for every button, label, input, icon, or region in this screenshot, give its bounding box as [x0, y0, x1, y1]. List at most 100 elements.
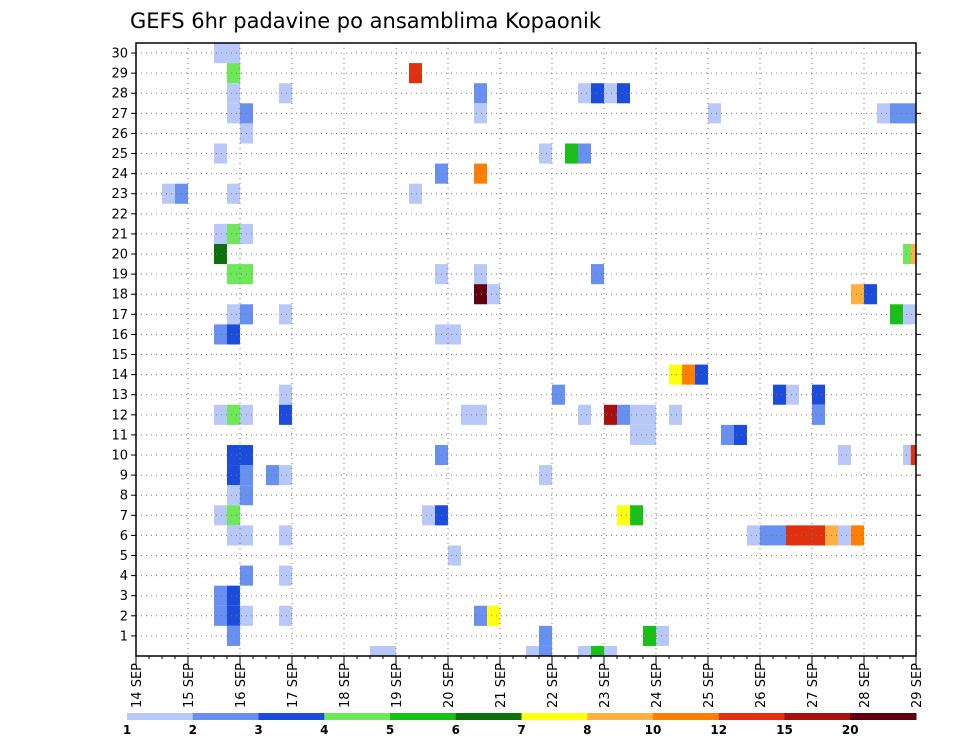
x-tick-label: 24 SEP: [650, 663, 665, 708]
heatmap-cell: [266, 465, 279, 486]
colorbar-swatch: [718, 713, 785, 720]
heatmap-cell: [227, 605, 240, 626]
heatmap-cell: [578, 645, 591, 656]
heatmap-cell: [227, 324, 240, 345]
heatmap-cell: [552, 384, 565, 405]
colorbar-swatch: [258, 713, 325, 720]
y-tick-label: 13: [111, 388, 128, 403]
x-tick-label: 29 SEP: [910, 663, 925, 708]
colorbar-swatch: [324, 713, 391, 720]
heatmap-cell: [474, 83, 487, 104]
colorbar-swatch: [850, 713, 917, 720]
heatmap-cell: [617, 505, 630, 526]
x-tick-label: 21 SEP: [494, 663, 509, 708]
heatmap-cell: [409, 63, 422, 84]
colorbar-label: 1: [123, 723, 131, 737]
heatmap-cell: [227, 625, 240, 646]
heatmap-cell: [591, 645, 604, 656]
x-tick-label: 18 SEP: [338, 663, 353, 708]
heatmap-cell: [227, 63, 240, 84]
heatmap-cell: [812, 404, 825, 425]
x-tick-label: 25 SEP: [702, 663, 717, 708]
heatmap-cell: [227, 525, 240, 546]
y-tick-label: 16: [111, 328, 128, 343]
colorbar-label: 7: [517, 723, 525, 737]
heatmap-cell: [474, 163, 487, 184]
x-tick-label: 23 SEP: [598, 663, 613, 708]
x-tick-label: 15 SEP: [182, 663, 197, 708]
heatmap-cell: [279, 404, 292, 425]
heatmap-cell: [214, 605, 227, 626]
heatmap-cell: [227, 585, 240, 606]
heatmap-cell: [214, 223, 227, 244]
chart-title: GEFS 6hr padavine po ansamblima Kopaonik: [130, 9, 602, 33]
colorbar-label: 15: [776, 723, 793, 737]
heatmap-cell: [474, 264, 487, 285]
y-tick-label: 22: [111, 207, 128, 222]
heatmap-cell: [773, 384, 786, 405]
heatmap-cell: [448, 545, 461, 566]
heatmap-cell: [474, 404, 487, 425]
heatmap-cell: [864, 284, 877, 305]
x-tick-label: 22 SEP: [546, 663, 561, 708]
heatmap-cell: [227, 304, 240, 325]
heatmap-cell: [539, 143, 552, 164]
heatmap-cell: [487, 284, 500, 305]
colorbar-swatch: [521, 713, 588, 720]
heatmap-cell: [214, 585, 227, 606]
colorbar-swatch: [390, 713, 457, 720]
y-tick-label: 12: [111, 408, 128, 423]
heatmap-cell: [279, 384, 292, 405]
heatmap-cell: [669, 364, 682, 385]
heatmap-cell: [656, 625, 669, 646]
y-tick-label: 1: [120, 629, 128, 644]
x-tick-label: 16 SEP: [234, 663, 249, 708]
heatmap-cell: [227, 264, 240, 285]
heatmap-cell: [877, 103, 890, 124]
x-tick-label: 14 SEP: [130, 663, 145, 708]
heatmap-cell: [617, 404, 630, 425]
heatmap-cell: [227, 404, 240, 425]
heatmap-cell: [910, 243, 916, 265]
y-tick-label: 10: [111, 449, 128, 464]
heatmap-cell: [227, 485, 240, 506]
heatmap-cell: [227, 465, 240, 486]
y-tick-label: 26: [111, 127, 128, 142]
heatmap-cell: [812, 384, 825, 405]
heatmap-cell: [604, 404, 617, 425]
colorbar-label: 10: [645, 723, 662, 737]
heatmap-cell: [448, 324, 461, 345]
heatmap-cell: [279, 525, 292, 546]
heatmap-cell: [409, 183, 422, 204]
x-tick-label: 26 SEP: [754, 663, 769, 708]
heatmap-cell: [214, 43, 227, 64]
heatmap-cell: [227, 444, 240, 466]
heatmap-cell: [903, 103, 916, 124]
heatmap-cell: [851, 525, 864, 546]
heatmap-cell: [643, 404, 656, 425]
colorbar-swatch: [587, 713, 654, 720]
colorbar-label: 2: [189, 723, 197, 737]
heatmap-cell: [682, 364, 695, 385]
colorbar-label: 4: [320, 723, 328, 737]
y-tick-label: 27: [111, 107, 128, 122]
y-tick-label: 19: [111, 268, 128, 283]
heatmap-cell: [474, 284, 487, 305]
colorbar-label: 8: [583, 723, 591, 737]
heatmap-cell: [604, 83, 617, 104]
y-tick-label: 21: [111, 227, 128, 242]
heatmap-cells: [162, 43, 916, 656]
heatmap-cell: [838, 525, 851, 546]
heatmap-cell: [526, 645, 539, 656]
heatmap-cell: [747, 525, 760, 546]
heatmap-cell: [227, 505, 240, 526]
y-tick-label: 7: [120, 509, 128, 524]
y-tick-label: 29: [111, 67, 128, 82]
heatmap-cell: [461, 404, 474, 425]
heatmap-cell: [903, 304, 916, 325]
y-tick-label: 30: [111, 47, 128, 62]
y-tick-label: 11: [111, 428, 128, 443]
x-axis: 14 SEP 15 SEP 16 SEP 17 SEP 18 SEP 19 SEP 20 S…: [130, 656, 925, 708]
y-tick-label: 3: [120, 589, 128, 604]
